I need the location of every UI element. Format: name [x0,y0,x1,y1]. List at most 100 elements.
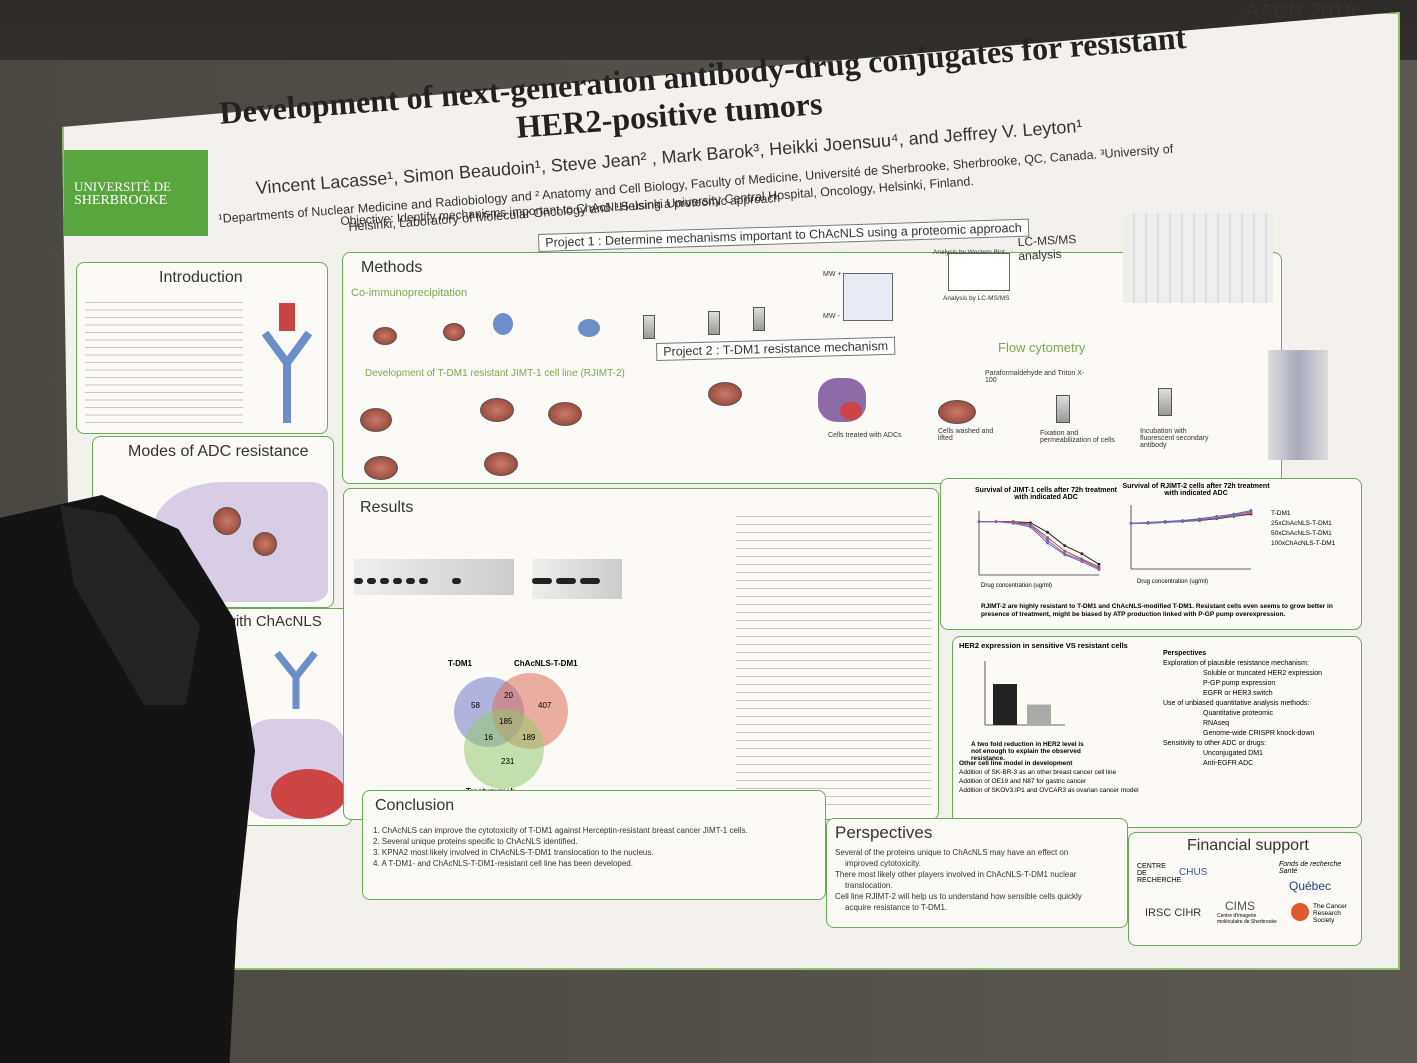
perspective-item: Exploration of plausible resistance mech… [1163,660,1309,667]
quebec-logo: Québec [1289,879,1332,893]
venn-count: 407 [538,701,552,710]
venn-count: 20 [504,691,513,700]
venn-label-tdm1: T-DM1 [448,659,472,668]
financial-panel: Financial support CENTRE DE RECHERCHE CH… [1128,832,1362,946]
her2-note: A two fold reduction in HER2 level is no… [971,741,1084,762]
cims-subtitle: Centre d'imagerie moléculaire de Sherbro… [1217,913,1277,925]
conclusion-item: 4. A T-DM1- and ChAcNLS-T-DM1-resistant … [373,859,633,868]
introduction-panel: Introduction [76,262,328,434]
bead-icon [578,319,600,337]
conclusion-heading: Conclusion [375,797,455,814]
lcms-small-label: Analysis by LC-MS/MS [943,295,1010,302]
results-text-column [736,511,932,811]
bar [993,684,1017,725]
venn-circle-trastuzumab [464,709,544,789]
university-logo: UNIVERSITÉ DE SHERBROOKE [64,150,208,236]
perspective-item: Soluble or truncated HER2 expression [1203,670,1323,677]
methods-heading: Methods [361,259,423,276]
perspective-item: RNAseq [1203,720,1230,727]
other-cell-item: Addition of SKOV3.IP1 and OVCAR3 as ovar… [959,787,1139,794]
venn-label-chacnls: ChAcNLS-T-DM1 [514,659,578,668]
results-panel: Results T-DM1 ChAcNLS-T-DM1 Trastuzumab … [343,488,939,820]
nucleus-icon [840,402,862,420]
cell-flask-icon [938,400,976,424]
data-point [1232,514,1236,518]
data-point [1080,552,1084,556]
perspective-item: Unconjugated DM1 [1203,750,1263,757]
data-point [1046,530,1049,534]
venn-count: 189 [522,733,536,742]
data-point [977,520,981,524]
chus-logo: CHUS [1179,867,1208,878]
frq-logo: Fonds de recherche Santé [1279,861,1342,875]
irsc-logo: IRSC CIHR [1145,907,1202,919]
legend-item: 50xChAcNLS-T-DM1 [1271,530,1332,537]
cell-flask-icon [364,456,398,480]
data-point [1063,553,1067,557]
perspective-sub-heading: Perspectives [1163,650,1207,657]
resistance-note: RJIMT-2 are highly resistant to T-DM1 an… [981,603,1333,618]
flow-heading: Flow cytometry [998,340,1086,355]
cims-logo: CIMS [1225,899,1255,913]
survival-chart-rjimt2 [1129,505,1253,570]
data-point [994,520,998,524]
cell-flask-icon [480,398,514,422]
bar [1027,704,1051,725]
perspective-item: Use of unbiased quantitative analysis me… [1163,700,1310,707]
crchus-logo: CENTRE DE RECHERCHE [1137,863,1182,884]
tube-icon [643,315,655,339]
perspective-item: Sensitivity to other ADC or drugs: [1163,740,1267,747]
perspectives-item: acquire resistance to T-DM1. [845,903,948,912]
legend-item: 25xChAcNLS-T-DM1 [1271,520,1332,527]
tube-icon [1056,395,1070,423]
logo-text-top: UNIVERSITÉ DE [74,179,172,194]
data-point [1181,520,1184,523]
conclusion-item: 3. KPNA2 most likely involved in ChAcNLS… [373,848,654,857]
logo-text-bottom: SHERBROOKE [74,193,168,208]
perspective-item: EGFR or HER3 switch [1203,690,1273,697]
series-line [1130,509,1252,524]
nucleus-shape [271,769,346,819]
western-blot-icon [948,253,1010,291]
bead-icon [493,313,513,335]
perspective-item: Genome-wide CRISPR knock-down [1203,730,1315,737]
introduction-heading: Introduction [159,269,243,286]
perspectives-item: Several of the proteins unique to ChAcNL… [835,848,1069,857]
flow-cytometer-diagram [1268,350,1328,460]
results-heading: Results [360,499,414,516]
perspectives-item: There most likely other players involved… [835,870,1077,879]
perspectives-item: Cell line RJIMT-2 will help us to unders… [835,892,1082,901]
perspective-list: Perspectives Exploration of plausible re… [1163,649,1322,769]
modes-heading: Modes of ADC resistance [128,443,309,460]
data-point [1249,509,1253,512]
tube-icon [708,311,720,335]
other-cell-item: Addition of SK-BR-3 as an other breast c… [959,769,1117,776]
methods-panel: Methods Co-immunoprecipitation MW + MW -… [342,213,1282,484]
ccrs-icon [1291,903,1309,921]
fixation-label: Fixation and permeabilization of cells [1040,430,1115,444]
antibody-icon [261,303,313,423]
cells-treated-label: Cells treated with ADCs [828,432,902,439]
development-heading: Development of T-DM1 resistant JIMT-1 ce… [365,368,625,379]
data-point [1163,520,1167,524]
cell-flask-icon [484,452,518,476]
conclusion-panel: Conclusion 1. ChAcNLS can improve the cy… [362,790,826,900]
chacnls-heading: with ChAcNLS [225,613,322,630]
venn-count: 185 [499,717,513,726]
incubation-label: Incubation with fluorescent secondary an… [1140,428,1209,449]
data-point [1046,538,1049,542]
cell-flask-icon [708,382,742,406]
legend-item: T-DM1 [1271,510,1291,517]
conclusion-item: 1. ChAcNLS can improve the cytotoxicity … [373,826,748,835]
western-blot-image [354,559,514,595]
sds-page-gel [843,273,893,321]
paraformaldehyde-label: Paraformaldehyde and Triton X-100 [985,370,1085,384]
cell-icon [373,327,397,345]
other-cell-item: Addition of OE19 and N87 for gastric can… [959,778,1087,785]
data-point [1063,544,1067,548]
cell-flask-icon [360,408,392,432]
her2-panel: HER2 expression in sensitive VS resistan… [952,636,1362,828]
introduction-text-block [85,297,243,425]
other-cell-heading: Other cell line model in development [959,760,1073,767]
coip-heading: Co-immunoprecipitation [351,287,468,299]
